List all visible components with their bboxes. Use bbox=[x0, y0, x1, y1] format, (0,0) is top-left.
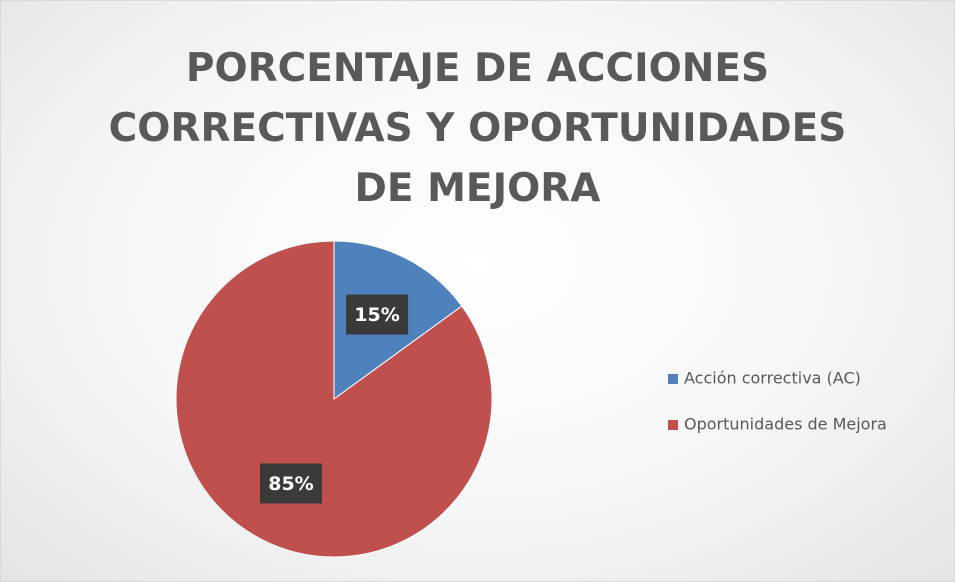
legend-swatch bbox=[668, 420, 678, 430]
data-label: 15% bbox=[354, 304, 399, 326]
data-label: 85% bbox=[268, 473, 313, 495]
data-label-box bbox=[259, 463, 322, 504]
legend-label: Oportunidades de Mejora bbox=[684, 415, 887, 434]
data-label-box bbox=[346, 294, 409, 335]
chart-title: PORCENTAJE DE ACCIONES CORRECTIVAS Y OPO… bbox=[108, 46, 847, 211]
legend-swatch bbox=[668, 374, 678, 384]
legend-label: Acción correctiva (AC) bbox=[684, 369, 861, 388]
pie-slice bbox=[175, 240, 493, 558]
